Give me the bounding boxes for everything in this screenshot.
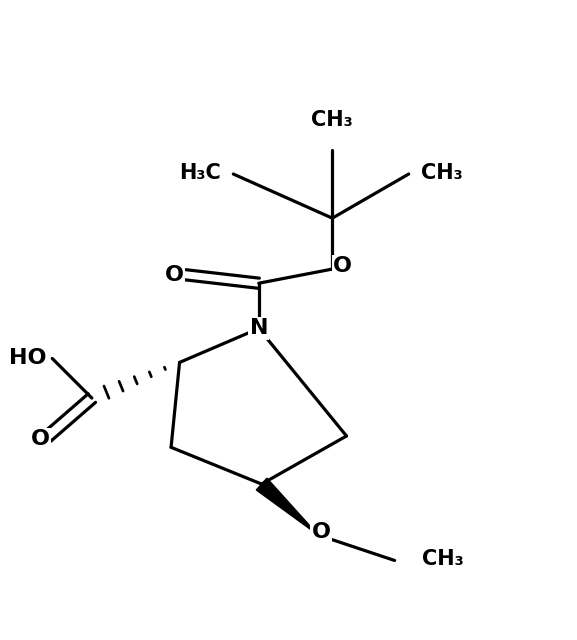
Text: H₃C: H₃C (179, 163, 221, 183)
Polygon shape (256, 478, 318, 535)
Text: CH₃: CH₃ (421, 163, 463, 183)
Text: O: O (333, 256, 352, 276)
Text: O: O (164, 265, 183, 285)
Text: HO: HO (9, 348, 47, 369)
Text: CH₃: CH₃ (312, 111, 353, 131)
Text: CH₃: CH₃ (422, 548, 463, 569)
Text: O: O (31, 429, 50, 449)
Text: N: N (249, 319, 268, 339)
Text: O: O (312, 522, 331, 542)
